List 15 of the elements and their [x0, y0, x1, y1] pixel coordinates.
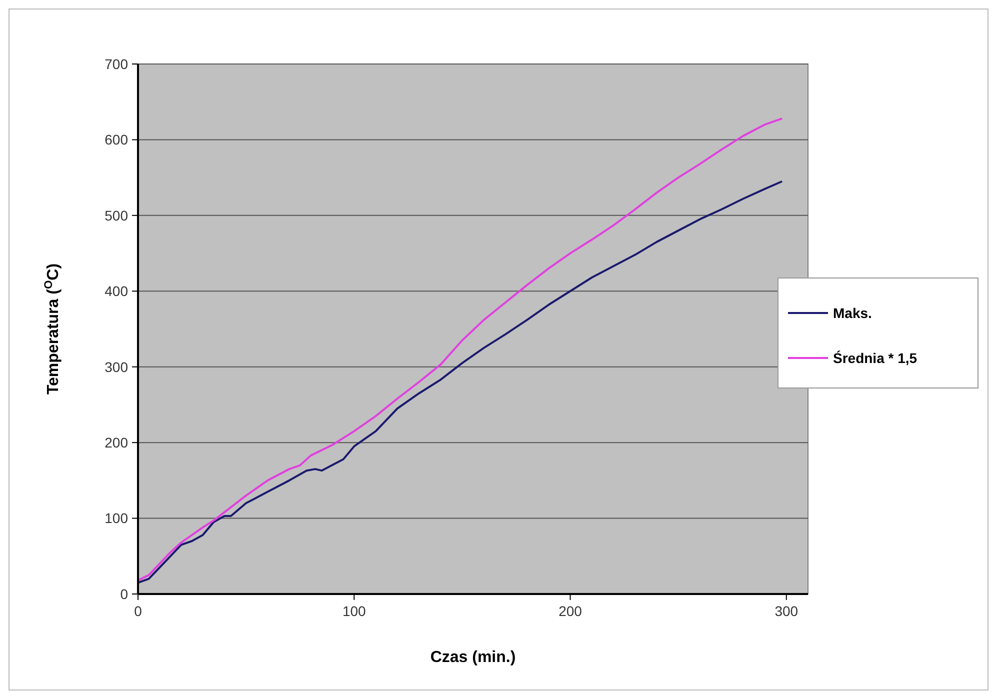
y-tick-label: 100	[104, 510, 128, 526]
y-tick-label: 700	[104, 56, 128, 72]
x-axis-title: Czas (min.)	[430, 649, 516, 666]
y-tick-label: 500	[104, 207, 128, 224]
x-tick-label: 300	[774, 603, 798, 619]
x-tick-label: 0	[134, 603, 142, 619]
y-tick-label: 600	[104, 132, 128, 148]
x-tick-label: 200	[558, 603, 582, 619]
y-tick-label: 200	[104, 434, 128, 450]
legend-label: Średnia * 1,5	[833, 350, 918, 366]
y-tick-label: 400	[104, 283, 128, 300]
x-tick-label: 100	[342, 603, 366, 619]
legend-label: Maks.	[833, 304, 872, 321]
y-tick-label: 0	[120, 586, 128, 602]
y-tick-label: 300	[104, 358, 128, 375]
